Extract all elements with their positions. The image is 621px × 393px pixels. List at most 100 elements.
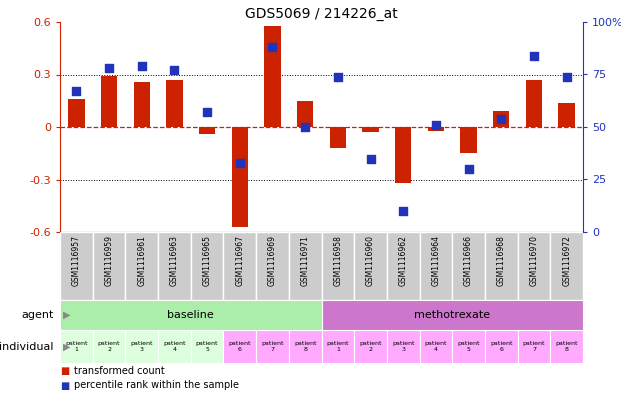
Text: individual: individual: [0, 342, 54, 351]
Text: GSM1116958: GSM1116958: [333, 235, 342, 286]
Text: patient
4: patient 4: [163, 341, 186, 352]
Bar: [485, 330, 518, 363]
Text: patient
3: patient 3: [130, 341, 153, 352]
Text: transformed count: transformed count: [74, 366, 165, 376]
Text: GSM1116965: GSM1116965: [202, 235, 212, 286]
Bar: [322, 300, 583, 330]
Text: GSM1116963: GSM1116963: [170, 235, 179, 286]
Bar: [387, 330, 420, 363]
Bar: [289, 232, 322, 300]
Point: [137, 63, 147, 69]
Text: percentile rank within the sample: percentile rank within the sample: [74, 380, 238, 391]
Text: ■: ■: [60, 380, 70, 391]
Text: patient
8: patient 8: [294, 341, 317, 352]
Text: GSM1116959: GSM1116959: [104, 235, 114, 286]
Bar: [60, 330, 93, 363]
Point: [431, 122, 441, 128]
Bar: [558, 103, 575, 127]
Point: [235, 160, 245, 166]
Bar: [199, 127, 215, 134]
Text: patient
2: patient 2: [97, 341, 120, 352]
Text: methotrexate: methotrexate: [414, 310, 491, 320]
Bar: [93, 232, 125, 300]
Text: patient
7: patient 7: [523, 341, 545, 352]
Bar: [460, 127, 477, 153]
Bar: [322, 330, 354, 363]
Point: [268, 44, 278, 50]
Title: GDS5069 / 214226_at: GDS5069 / 214226_at: [245, 7, 398, 21]
Text: patient
1: patient 1: [327, 341, 349, 352]
Bar: [60, 300, 322, 330]
Bar: [256, 330, 289, 363]
Bar: [158, 232, 191, 300]
Bar: [289, 330, 322, 363]
Point: [529, 52, 539, 59]
Text: GSM1116957: GSM1116957: [72, 235, 81, 286]
Bar: [452, 232, 485, 300]
Bar: [101, 76, 117, 127]
Text: GSM1116966: GSM1116966: [464, 235, 473, 286]
Text: patient
7: patient 7: [261, 341, 284, 352]
Point: [71, 88, 81, 94]
Bar: [125, 330, 158, 363]
Bar: [526, 80, 542, 127]
Bar: [395, 127, 411, 183]
Text: patient
4: patient 4: [425, 341, 447, 352]
Bar: [191, 330, 224, 363]
Point: [170, 67, 179, 73]
Bar: [256, 232, 289, 300]
Text: ▶: ▶: [63, 342, 71, 351]
Bar: [493, 111, 509, 127]
Text: patient
2: patient 2: [360, 341, 382, 352]
Bar: [363, 127, 379, 132]
Point: [398, 208, 408, 214]
Point: [104, 65, 114, 72]
Text: GSM1116960: GSM1116960: [366, 235, 375, 286]
Point: [202, 109, 212, 116]
Bar: [485, 232, 518, 300]
Text: patient
3: patient 3: [392, 341, 414, 352]
Bar: [518, 232, 550, 300]
Bar: [354, 232, 387, 300]
Text: GSM1116967: GSM1116967: [235, 235, 244, 286]
Bar: [330, 127, 346, 148]
Bar: [166, 80, 183, 127]
Bar: [518, 330, 550, 363]
Bar: [550, 232, 583, 300]
Text: GSM1116961: GSM1116961: [137, 235, 146, 286]
Text: GSM1116970: GSM1116970: [530, 235, 538, 286]
Text: GSM1116969: GSM1116969: [268, 235, 277, 286]
Bar: [224, 330, 256, 363]
Bar: [60, 232, 93, 300]
Text: patient
8: patient 8: [555, 341, 578, 352]
Bar: [550, 330, 583, 363]
Bar: [125, 232, 158, 300]
Bar: [265, 26, 281, 127]
Bar: [68, 99, 84, 127]
Text: ■: ■: [60, 366, 70, 376]
Point: [333, 73, 343, 80]
Point: [464, 166, 474, 172]
Point: [366, 155, 376, 162]
Text: patient
6: patient 6: [229, 341, 251, 352]
Bar: [191, 232, 224, 300]
Text: baseline: baseline: [168, 310, 214, 320]
Text: ▶: ▶: [63, 310, 71, 320]
Bar: [93, 330, 125, 363]
Bar: [232, 127, 248, 227]
Bar: [428, 127, 444, 130]
Point: [300, 124, 310, 130]
Text: patient
5: patient 5: [457, 341, 480, 352]
Text: GSM1116968: GSM1116968: [497, 235, 505, 286]
Bar: [224, 232, 256, 300]
Point: [496, 116, 506, 122]
Point: [561, 73, 571, 80]
Text: patient
5: patient 5: [196, 341, 219, 352]
Text: agent: agent: [21, 310, 54, 320]
Text: GSM1116962: GSM1116962: [399, 235, 408, 286]
Bar: [452, 330, 485, 363]
Bar: [134, 81, 150, 127]
Text: GSM1116972: GSM1116972: [562, 235, 571, 286]
Bar: [387, 232, 420, 300]
Bar: [420, 232, 452, 300]
